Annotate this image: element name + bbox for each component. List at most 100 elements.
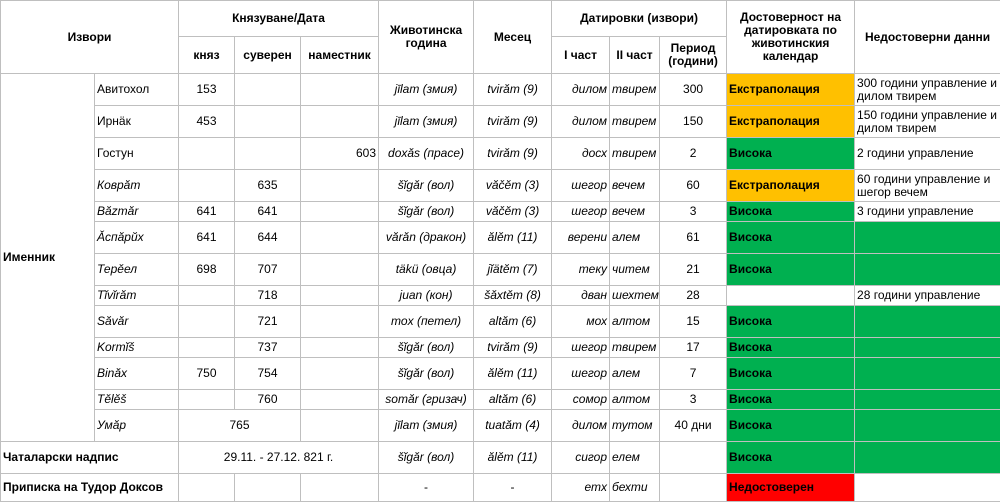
suveren-cell: 707: [235, 254, 301, 286]
animal-year-cell: mox (петел): [379, 306, 474, 338]
period-cell: 15: [660, 306, 727, 338]
period-cell: 21: [660, 254, 727, 286]
part2-cell: алтом: [610, 306, 660, 338]
month-cell: tuatăm (4): [474, 410, 552, 442]
header-datings: Датировки (извори): [552, 1, 727, 37]
namestnik-cell: [301, 358, 379, 390]
chatalar-date: 29.11. - 27.12. 821 г.: [179, 442, 379, 474]
part1-cell: шегор: [552, 358, 610, 390]
knyaz-cell: [179, 286, 235, 306]
header-reign-date: Князуване/Дата: [179, 1, 379, 37]
reliability-cell: Висока: [727, 202, 855, 222]
reliability-cell: Висока: [727, 254, 855, 286]
knyaz-cell: 765: [179, 410, 301, 442]
animal-year-cell: täkü (овца): [379, 254, 474, 286]
chatalar-part2: елем: [610, 442, 660, 474]
header-reliability: Достоверност на датировката по животинск…: [727, 1, 855, 74]
reliability-cell: Висока: [727, 390, 855, 410]
part1-cell: досх: [552, 138, 610, 170]
tudor-label: Приписка на Тудор Доксов: [1, 474, 179, 502]
note-cell: [855, 358, 1000, 390]
reliability-cell: Екстраполация: [727, 74, 855, 106]
namestnik-cell: [301, 338, 379, 358]
part2-cell: читем: [610, 254, 660, 286]
namestnik-cell: [301, 410, 379, 442]
suveren-cell: [235, 74, 301, 106]
month-cell: tvirăm (9): [474, 338, 552, 358]
ruler-name: Гостун: [95, 138, 179, 170]
namestnik-cell: [301, 222, 379, 254]
note-cell: 2 години управление: [855, 138, 1000, 170]
month-cell: tvirăm (9): [474, 106, 552, 138]
tudor-knyaz: [179, 474, 235, 502]
reliability-cell: Висока: [727, 338, 855, 358]
animal-year-cell: doxăs (прасе): [379, 138, 474, 170]
animal-year-cell: šĭgăr (вол): [379, 170, 474, 202]
period-cell: 3: [660, 390, 727, 410]
group-label: Именник: [1, 74, 95, 442]
chatalar-month: ălĕm (11): [474, 442, 552, 474]
ruler-name: Ирнäк: [95, 106, 179, 138]
part2-cell: тутом: [610, 410, 660, 442]
part1-cell: шегор: [552, 338, 610, 358]
animal-year-cell: juan (кон): [379, 286, 474, 306]
animal-year-cell: šĭgăr (вол): [379, 358, 474, 390]
part2-cell: вечем: [610, 202, 660, 222]
period-cell: 40 дни: [660, 410, 727, 442]
period-cell: 3: [660, 202, 727, 222]
suveren-cell: 644: [235, 222, 301, 254]
reliability-cell: Висока: [727, 410, 855, 442]
month-cell: ălĕm (11): [474, 222, 552, 254]
header-part2: II част: [610, 37, 660, 74]
reliability-cell: Висока: [727, 222, 855, 254]
animal-year-cell: vărăn (дракон): [379, 222, 474, 254]
part1-cell: сомор: [552, 390, 610, 410]
ruler-name: Терĕел: [95, 254, 179, 286]
chatalar-label: Чаталарски надпис: [1, 442, 179, 474]
note-cell: 150 години управление и дилом твирем: [855, 106, 1000, 138]
namestnik-cell: [301, 106, 379, 138]
part1-cell: дилом: [552, 74, 610, 106]
part2-cell: вечем: [610, 170, 660, 202]
reliability-cell: Висока: [727, 138, 855, 170]
period-cell: 150: [660, 106, 727, 138]
animal-year-cell: jīlam (змия): [379, 74, 474, 106]
knyaz-cell: [179, 170, 235, 202]
part2-cell: твирем: [610, 338, 660, 358]
part2-cell: алем: [610, 358, 660, 390]
knyaz-cell: [179, 138, 235, 170]
suveren-cell: 737: [235, 338, 301, 358]
header-animal-year: Животинска година: [379, 1, 474, 74]
namestnik-cell: [301, 306, 379, 338]
part2-cell: твирем: [610, 106, 660, 138]
chatalar-reliability: Висока: [727, 442, 855, 474]
chatalar-animal: šĭgăr (вол): [379, 442, 474, 474]
chatalar-period: [660, 442, 727, 474]
namestnik-cell: [301, 390, 379, 410]
knyaz-cell: 153: [179, 74, 235, 106]
namestnik-cell: [301, 170, 379, 202]
note-cell: 300 години управление и дилом твирем: [855, 74, 1000, 106]
reliability-cell: Висока: [727, 306, 855, 338]
part1-cell: мох: [552, 306, 610, 338]
note-cell: [855, 390, 1000, 410]
chatalar-row: Чаталарски надпис 29.11. - 27.12. 821 г.…: [1, 442, 1000, 474]
suveren-cell: [235, 138, 301, 170]
ruler-name: Săvăr: [95, 306, 179, 338]
period-cell: 17: [660, 338, 727, 358]
part2-cell: алем: [610, 222, 660, 254]
period-cell: 300: [660, 74, 727, 106]
ruler-name: Коврăт: [95, 170, 179, 202]
month-cell: jĭätĕm (7): [474, 254, 552, 286]
part2-cell: алтом: [610, 390, 660, 410]
tudor-row: Приписка на Тудор Доксов - - етх бехти Н…: [1, 474, 1000, 502]
tudor-part1: етх: [552, 474, 610, 502]
knyaz-cell: [179, 306, 235, 338]
